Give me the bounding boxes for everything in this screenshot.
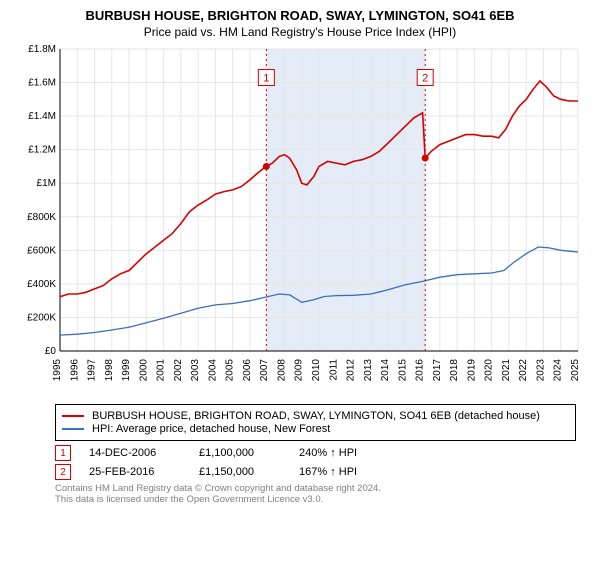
svg-text:£800K: £800K [27,212,56,223]
marker-date: 14-DEC-2006 [89,447,199,459]
svg-text:2008: 2008 [276,359,287,382]
chart-area: £0 £200K £400K £600K £800K £1M £1.2M £1.4M £1.6M… [16,43,586,398]
svg-text:2021: 2021 [501,359,512,382]
chart-title: BURBUSH HOUSE, BRIGHTON ROAD, SWAY, LYMI… [0,8,600,23]
marker-delta: 167% ↑ HPI [299,466,357,478]
svg-text:2001: 2001 [156,359,167,382]
svg-text:1997: 1997 [87,359,98,382]
svg-text:£400K: £400K [27,279,56,290]
svg-text:£600K: £600K [27,245,56,256]
line-chart: £0 £200K £400K £600K £800K £1M £1.2M £1.4M £1.6M… [16,43,586,393]
svg-text:£200K: £200K [27,312,56,323]
marker-delta: 240% ↑ HPI [299,447,357,459]
legend: BURBUSH HOUSE, BRIGHTON ROAD, SWAY, LYMI… [55,404,576,441]
marker-price: £1,150,000 [199,466,299,478]
footer-line: This data is licensed under the Open Gov… [55,495,576,506]
svg-text:2016: 2016 [415,359,426,382]
svg-text:2007: 2007 [259,359,270,382]
legend-swatch [62,428,84,430]
marker-badge: 1 [55,445,71,461]
svg-text:2017: 2017 [432,359,443,382]
svg-text:£1.4M: £1.4M [28,111,56,122]
svg-text:2024: 2024 [553,359,564,382]
marker-row: 1 14-DEC-2006 £1,100,000 240% ↑ HPI [55,445,576,461]
svg-text:2023: 2023 [535,359,546,382]
svg-text:2015: 2015 [397,359,408,382]
svg-text:2022: 2022 [518,359,529,382]
marker-table: 1 14-DEC-2006 £1,100,000 240% ↑ HPI 2 25… [55,445,576,480]
svg-text:2002: 2002 [173,359,184,382]
svg-text:£1M: £1M [37,178,56,189]
svg-text:2011: 2011 [328,359,339,381]
legend-swatch [62,415,84,417]
svg-text:£1.8M: £1.8M [28,44,56,55]
marker-badge: 2 [55,464,71,480]
legend-item: BURBUSH HOUSE, BRIGHTON ROAD, SWAY, LYMI… [62,410,569,422]
legend-label: HPI: Average price, detached house, New … [92,423,330,435]
svg-text:1999: 1999 [121,359,132,382]
marker-row: 2 25-FEB-2016 £1,150,000 167% ↑ HPI [55,464,576,480]
svg-text:2009: 2009 [294,359,305,382]
svg-text:1998: 1998 [104,359,115,382]
svg-text:2012: 2012 [346,359,357,382]
svg-text:2018: 2018 [449,359,460,382]
svg-text:2000: 2000 [138,359,149,382]
svg-text:£0: £0 [45,346,57,357]
svg-text:2010: 2010 [311,359,322,382]
svg-text:1996: 1996 [69,359,80,382]
footer: Contains HM Land Registry data © Crown c… [55,484,576,506]
svg-text:2025: 2025 [570,359,581,382]
svg-text:2005: 2005 [225,359,236,382]
svg-text:£1.6M: £1.6M [28,78,56,89]
svg-text:1995: 1995 [52,359,63,382]
chart-subtitle: Price paid vs. HM Land Registry's House … [0,25,600,39]
legend-item: HPI: Average price, detached house, New … [62,423,569,435]
svg-text:2004: 2004 [207,359,218,382]
svg-text:2019: 2019 [466,359,477,382]
svg-text:2003: 2003 [190,359,201,382]
svg-text:2020: 2020 [484,359,495,382]
svg-text:2006: 2006 [242,359,253,382]
svg-text:2014: 2014 [380,359,391,382]
svg-text:2: 2 [422,73,428,85]
legend-label: BURBUSH HOUSE, BRIGHTON ROAD, SWAY, LYMI… [92,410,540,422]
svg-text:2013: 2013 [363,359,374,382]
svg-text:1: 1 [263,73,269,85]
marker-date: 25-FEB-2016 [89,466,199,478]
marker-price: £1,100,000 [199,447,299,459]
svg-text:£1.2M: £1.2M [28,145,56,156]
